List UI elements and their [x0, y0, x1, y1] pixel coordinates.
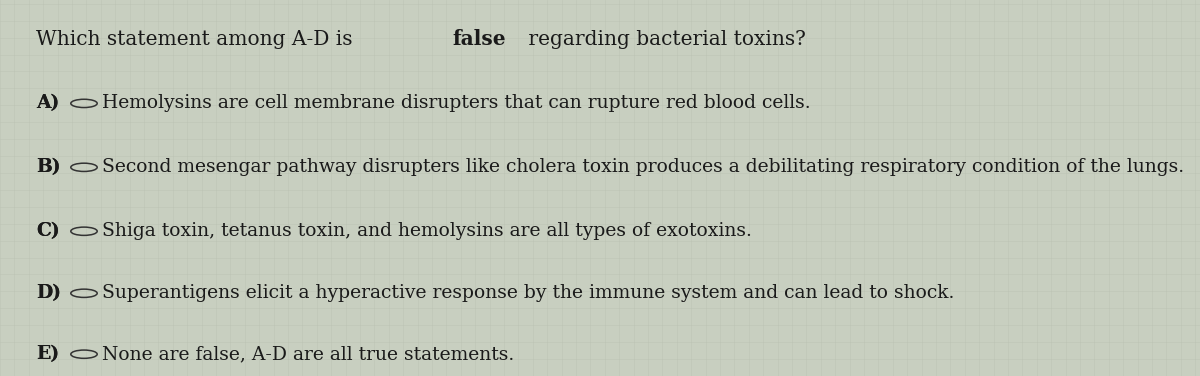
Text: regarding bacterial toxins?: regarding bacterial toxins?: [522, 30, 805, 49]
Text: Which statement among A-D is: Which statement among A-D is: [36, 30, 359, 49]
Text: E): E): [36, 345, 59, 363]
Text: false: false: [452, 29, 506, 50]
Text: D): D): [36, 284, 61, 302]
Text: B): B): [36, 158, 60, 176]
Text: B): B): [36, 158, 60, 176]
Text: C): C): [36, 222, 60, 240]
Text: C): C): [36, 222, 60, 240]
Text: A): A): [36, 94, 59, 112]
Text: None are false, A-D are all true statements.: None are false, A-D are all true stateme…: [102, 345, 515, 363]
Text: E): E): [36, 345, 59, 363]
Text: A): A): [36, 94, 59, 112]
Text: Shiga toxin, tetanus toxin, and hemolysins are all types of exotoxins.: Shiga toxin, tetanus toxin, and hemolysi…: [102, 222, 752, 240]
Text: Hemolysins are cell membrane disrupters that can rupture red blood cells.: Hemolysins are cell membrane disrupters …: [102, 94, 811, 112]
Text: Second mesengar pathway disrupters like cholera toxin produces a debilitating re: Second mesengar pathway disrupters like …: [102, 158, 1184, 176]
Text: D): D): [36, 284, 61, 302]
Text: Superantigens elicit a hyperactive response by the immune system and can lead to: Superantigens elicit a hyperactive respo…: [102, 284, 954, 302]
